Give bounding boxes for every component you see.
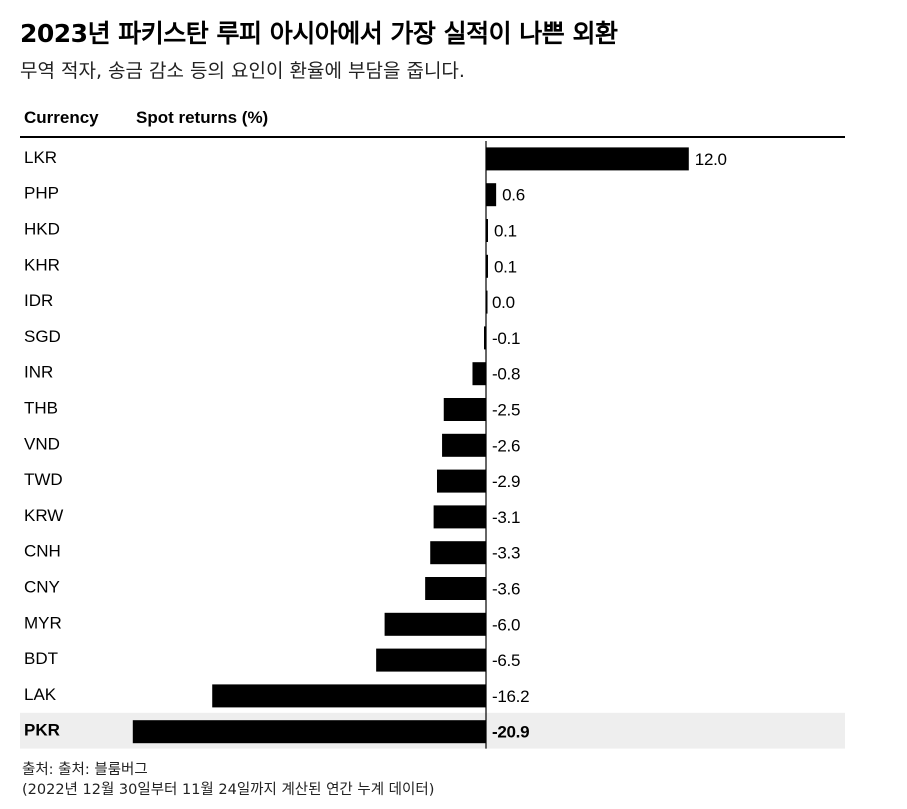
value-label-pkr: -20.9	[492, 723, 529, 742]
value-label-hkd: 0.1	[494, 222, 517, 241]
category-label-thb: THB	[24, 399, 58, 418]
bar-lkr	[486, 147, 689, 171]
category-label-inr: INR	[24, 363, 53, 382]
value-label-lak: -16.2	[492, 687, 529, 706]
bar-cny	[425, 577, 486, 600]
bar-myr	[384, 612, 486, 636]
category-label-pkr: PKR	[24, 721, 60, 740]
bar-krw	[433, 505, 486, 529]
bar-vnd	[442, 433, 486, 457]
value-label-twd: -2.9	[492, 472, 520, 491]
bar-khr	[486, 254, 488, 278]
column-header-spot-returns: Spot returns (%)	[136, 108, 269, 127]
header-rule	[20, 136, 845, 138]
value-label-bdt: -6.5	[492, 651, 520, 670]
value-label-vnd: -2.6	[492, 436, 520, 455]
bar-sgd	[484, 326, 486, 350]
bar-cnh	[430, 541, 486, 565]
bar-thb	[443, 398, 486, 421]
bar-bdt	[376, 648, 486, 672]
category-label-lkr: LKR	[24, 148, 57, 167]
category-label-vnd: VND	[24, 434, 60, 453]
category-label-bdt: BDT	[24, 649, 58, 668]
value-label-krw: -3.1	[492, 508, 520, 527]
category-label-lak: LAK	[24, 685, 57, 704]
category-label-php: PHP	[24, 184, 59, 203]
bar-php	[486, 183, 497, 207]
value-label-myr: -6.0	[492, 615, 520, 634]
bar-idr	[486, 290, 488, 314]
value-label-inr: -0.8	[492, 365, 520, 384]
value-label-php: 0.6	[502, 186, 525, 205]
category-label-cnh: CNH	[24, 542, 61, 561]
bar-inr	[472, 362, 486, 386]
value-label-khr: 0.1	[494, 257, 517, 276]
data-note: (2022년 12월 30일부터 11월 24일까지 계산된 연간 누계 데이터…	[22, 782, 435, 798]
category-label-twd: TWD	[24, 470, 63, 489]
bar-pkr	[132, 720, 487, 744]
category-label-myr: MYR	[24, 613, 62, 632]
value-label-idr: 0.0	[492, 293, 515, 312]
bar-lak	[212, 684, 486, 708]
value-label-sgd: -0.1	[492, 329, 520, 348]
category-label-sgd: SGD	[24, 327, 61, 346]
bar-hkd	[486, 219, 488, 242]
category-label-khr: KHR	[24, 255, 60, 274]
category-label-idr: IDR	[24, 291, 53, 310]
category-label-krw: KRW	[24, 506, 63, 525]
category-label-hkd: HKD	[24, 220, 60, 239]
bar-twd	[436, 469, 486, 493]
source-line: 출처: 출처: 블룸버그	[22, 762, 148, 778]
bar-chart: LKR 12.0 PHP 0.6 HKD 0.1 KHR 0.1 IDR 0.0 SGD -0.1 IN…	[20, 141, 845, 749]
value-label-cnh: -3.3	[492, 544, 520, 563]
chart-title: 2023년 파키스탄 루피 아시아에서 가장 실적이 나쁜 외환	[20, 19, 618, 48]
value-label-cny: -3.6	[492, 580, 520, 599]
value-label-thb: -2.5	[492, 401, 520, 420]
value-label-lkr: 12.0	[695, 150, 727, 169]
column-header-currency: Currency	[24, 108, 99, 127]
category-label-cny: CNY	[24, 578, 60, 597]
chart-subtitle: 무역 적자, 송금 감소 등의 요인이 환율에 부담을 줍니다.	[20, 60, 465, 82]
